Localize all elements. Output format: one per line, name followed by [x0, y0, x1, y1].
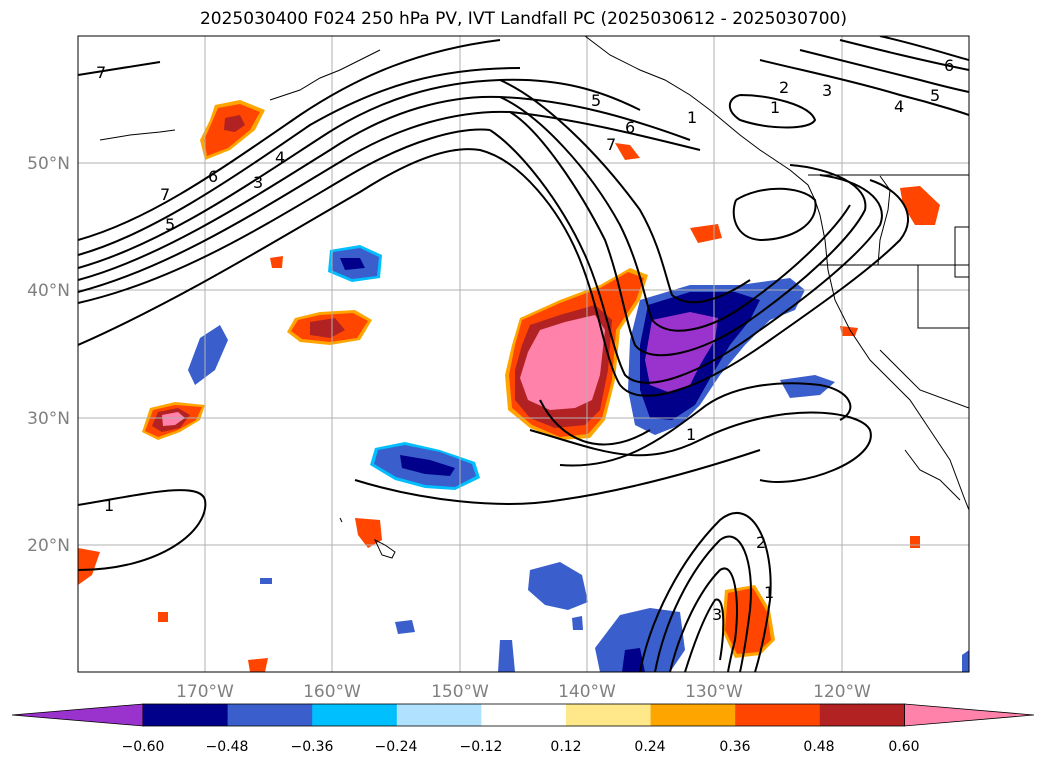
contour-label: 4	[894, 97, 904, 116]
contour-label: 7	[96, 63, 106, 82]
colorbar-swatch	[396, 704, 482, 726]
lon-label: 160°W	[303, 682, 361, 702]
colorbar-swatches	[11, 703, 1035, 727]
lat-label: 40°N	[27, 281, 70, 301]
contour-label: 3	[822, 81, 832, 100]
colorbar-swatch	[11, 703, 144, 727]
latitude-labels: 50°N 40°N 30°N 20°N	[27, 154, 70, 556]
colorbar-tick-label: 0.12	[550, 739, 581, 755]
contour-label: 3	[253, 173, 263, 192]
lat-label: 20°N	[27, 536, 70, 556]
contour-label: 2	[779, 78, 789, 97]
contour-label: 6	[944, 56, 954, 75]
colorbar-swatch	[819, 704, 905, 726]
map-title: 2025030400 F024 250 hPa PV, IVT Landfall…	[199, 9, 847, 29]
contour-label: 7	[606, 135, 616, 154]
colorbar-swatch	[566, 704, 652, 726]
contour-label: 1	[687, 108, 697, 127]
colorbar-swatch	[735, 704, 821, 726]
lat-label: 30°N	[27, 409, 70, 429]
lat-label: 50°N	[27, 154, 70, 174]
colorbar-tick-label: 0.36	[719, 739, 750, 755]
contour-labels: 7 7 6 5 4 3 5 6 7 1 2 3 1 4 5 6 1 1 2 1 …	[96, 56, 954, 624]
contour-label: 5	[165, 215, 175, 234]
colorbar-tick-label: −0.12	[460, 739, 503, 755]
colorbar-tick-label: −0.36	[291, 739, 334, 755]
contour-label: 1	[104, 496, 114, 515]
contour-label: 6	[625, 118, 635, 137]
longitude-labels: 170°W 160°W 150°W 140°W 130°W 120°W	[176, 682, 871, 702]
colorbar-swatch	[481, 704, 567, 726]
colorbar-tick-label: −0.24	[375, 739, 418, 755]
colorbar-swatch	[227, 704, 313, 726]
colorbar: −0.60 −0.48 −0.36 −0.24 −0.12 0.12 0.24 …	[11, 703, 1035, 755]
contour-label: 6	[208, 167, 218, 186]
colorbar-swatch	[650, 704, 736, 726]
colorbar-tick-label: 0.24	[634, 739, 665, 755]
gridlines	[78, 36, 969, 672]
colorbar-tick-label: −0.60	[122, 739, 165, 755]
contour-label: 7	[160, 185, 170, 204]
ivt-contours	[78, 36, 969, 672]
lon-label: 120°W	[813, 682, 871, 702]
negative-anomaly-shading	[188, 245, 969, 672]
contour-label: 5	[591, 91, 601, 110]
contour-label: 4	[275, 148, 285, 167]
contour-label: 1	[770, 98, 780, 117]
colorbar-swatch	[904, 703, 1035, 727]
colorbar-frame	[142, 703, 905, 727]
contour-label: 1	[686, 425, 696, 444]
lon-label: 170°W	[176, 682, 234, 702]
colorbar-swatch	[312, 704, 398, 726]
coastlines	[99, 36, 969, 559]
colorbar-tick-labels: −0.60 −0.48 −0.36 −0.24 −0.12 0.12 0.24 …	[122, 739, 920, 755]
colorbar-tick-label: 0.48	[803, 739, 834, 755]
contour-label: 2	[756, 533, 766, 552]
contour-label: 3	[712, 605, 722, 624]
plot-frame	[77, 35, 970, 673]
colorbar-swatch	[143, 704, 229, 726]
lon-label: 140°W	[558, 682, 616, 702]
lon-label: 130°W	[685, 682, 743, 702]
positive-anomaly-shading	[78, 100, 940, 672]
lon-label: 150°W	[431, 682, 489, 702]
contour-label: 1	[764, 583, 774, 602]
colorbar-tick-label: 0.60	[888, 739, 919, 755]
colorbar-tick-label: −0.48	[206, 739, 249, 755]
contour-label: 5	[930, 86, 940, 105]
